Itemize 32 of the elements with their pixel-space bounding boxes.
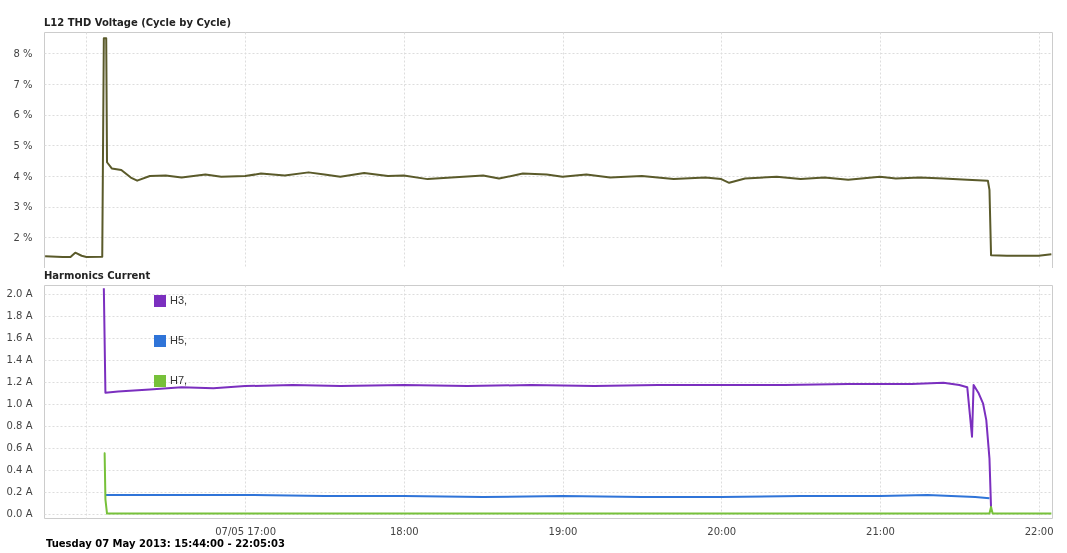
y-tick-label: 1.2 A — [6, 376, 33, 388]
chart-title: L12 THD Voltage (Cycle by Cycle) — [44, 17, 231, 28]
x-tick-label: 19:00 — [548, 525, 578, 537]
y-tick-label: 2 % — [13, 231, 33, 243]
y-tick-label: 1.6 A — [6, 332, 33, 344]
y-tick-label: 0.2 A — [6, 486, 33, 498]
line-series — [44, 37, 1052, 258]
x-tick-label: 18:00 — [389, 525, 419, 537]
y-tick-label: 5 % — [13, 139, 33, 151]
y-tick-label: 3 % — [13, 201, 33, 213]
y-tick-label: 7 % — [13, 78, 33, 90]
y-tick-label: 0.8 A — [6, 420, 33, 432]
y-tick-label: 0.0 A — [6, 508, 33, 520]
y-tick-label: 0.4 A — [6, 464, 33, 476]
y-tick-label: 8 % — [13, 47, 33, 59]
x-tick-label: 22:00 — [1024, 525, 1054, 537]
legend-label: H3, — [170, 294, 188, 306]
x-tick-label: 07/05 17:00 — [215, 525, 277, 537]
chart-title: Harmonics Current — [44, 270, 151, 281]
y-tick-label: 1.4 A — [6, 354, 33, 366]
text: Tuesday 07 May 2013: 15:44:00 - 22:05:03 — [46, 538, 286, 549]
y-tick-label: 1.0 A — [6, 398, 33, 410]
y-tick-label: 6 % — [13, 109, 33, 121]
x-tick-label: 21:00 — [866, 525, 895, 537]
y-tick-label: 2.0 A — [6, 288, 33, 300]
line-series — [102, 452, 1052, 515]
y-tick-label: 1.8 A — [6, 310, 33, 322]
legend-label: H7, — [170, 374, 188, 386]
legend-label: H5, — [170, 334, 188, 346]
y-tick-label: 0.6 A — [6, 442, 33, 454]
y-tick-label: 4 % — [13, 170, 33, 182]
x-tick-label: 20:00 — [707, 525, 737, 537]
